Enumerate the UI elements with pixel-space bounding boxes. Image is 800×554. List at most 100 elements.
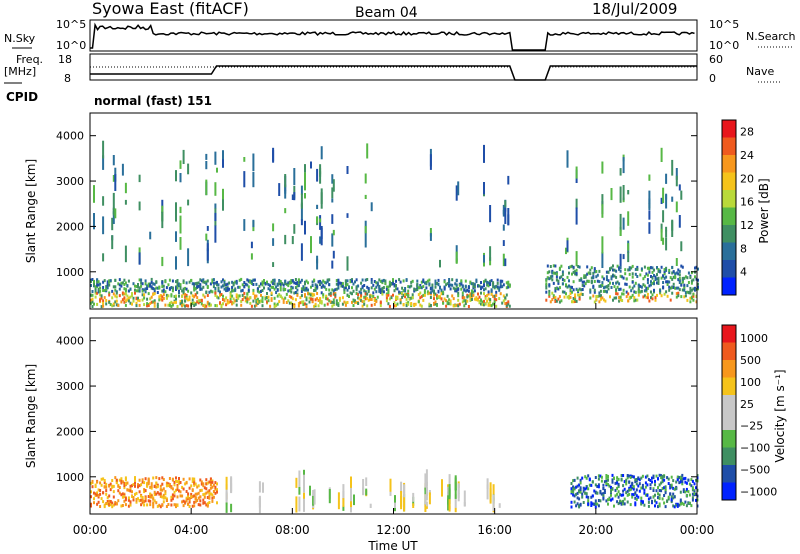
heatmap-cell xyxy=(346,283,349,287)
heatmap-cell xyxy=(196,285,199,289)
heatmap-cell xyxy=(627,190,630,195)
heatmap-cell xyxy=(156,302,159,306)
heatmap-cell xyxy=(190,291,193,295)
heatmap-cell xyxy=(554,264,557,268)
heatmap-cell xyxy=(353,494,355,506)
heatmap-cell xyxy=(225,491,228,500)
heatmap-cell xyxy=(328,292,331,296)
heatmap-cell xyxy=(153,304,156,308)
heatmap-cell xyxy=(364,295,367,299)
heatmap-cell xyxy=(193,483,196,487)
heatmap-cell xyxy=(105,489,108,493)
heatmap-cell xyxy=(495,290,498,294)
heatmap-cell xyxy=(646,286,649,290)
heatmap-cell xyxy=(466,288,469,292)
heatmap-cell xyxy=(161,289,164,293)
heatmap-cell xyxy=(633,296,636,300)
heatmap-cell xyxy=(153,490,156,494)
heatmap-cell xyxy=(413,304,416,307)
heatmap-cell xyxy=(171,279,174,283)
heatmap-cell xyxy=(631,481,634,485)
heatmap-cell xyxy=(256,287,259,291)
heatmap-cell xyxy=(103,279,106,283)
heatmap-cell xyxy=(272,147,275,162)
heatmap-cell xyxy=(114,288,117,292)
heatmap-cell xyxy=(316,204,319,209)
heatmap-cell xyxy=(667,497,670,501)
heatmap-cell xyxy=(365,488,368,496)
heatmap-cell xyxy=(226,288,229,292)
heatmap-cell xyxy=(570,482,573,485)
heatmap-cell xyxy=(382,290,385,294)
heatmap-cell xyxy=(143,503,146,507)
heatmap-cell xyxy=(208,302,211,306)
heatmap-cell xyxy=(399,280,402,284)
heatmap-cell xyxy=(697,282,699,286)
heatmap-cell xyxy=(331,233,334,247)
heatmap-cell xyxy=(114,174,117,191)
heatmap-cell xyxy=(487,303,490,307)
heatmap-cell xyxy=(616,476,619,480)
heatmap-cell xyxy=(200,287,203,291)
heatmap-cell xyxy=(612,268,614,272)
heatmap-cell xyxy=(663,494,666,497)
heatmap-cell xyxy=(170,304,173,308)
heatmap-cell xyxy=(472,284,475,288)
heatmap-cell xyxy=(182,149,185,164)
heatmap-cell xyxy=(135,285,138,288)
heatmap-cell xyxy=(560,264,563,268)
heatmap-cell xyxy=(114,278,117,282)
heatmap-cell xyxy=(572,288,575,292)
heatmap-cell xyxy=(651,281,654,285)
heatmap-cell xyxy=(647,478,650,481)
heatmap-cell xyxy=(250,241,253,249)
heatmap-cell xyxy=(612,264,614,268)
heatmap-cell xyxy=(244,296,247,300)
heatmap-cell xyxy=(455,287,458,291)
heatmap-cell xyxy=(181,299,184,303)
heatmap-cell xyxy=(598,284,601,288)
heatmap-cell xyxy=(323,303,326,307)
heatmap-cell xyxy=(282,287,285,291)
heatmap-cell xyxy=(689,286,692,290)
heatmap-cell xyxy=(197,299,200,303)
heatmap-cell xyxy=(573,478,576,482)
heatmap-cell xyxy=(664,485,667,489)
heatmap-cell xyxy=(451,283,454,287)
heatmap-cell xyxy=(94,291,97,295)
heatmap-cell xyxy=(691,479,694,483)
heatmap-cell xyxy=(214,487,217,491)
heatmap-cell xyxy=(502,224,505,231)
heatmap-cell xyxy=(288,281,291,285)
colorbar-tick-label: 16 xyxy=(740,196,754,209)
heatmap-cell xyxy=(114,300,117,304)
heatmap-cell xyxy=(692,287,695,291)
heatmap-cell xyxy=(229,295,232,299)
heatmap-cell xyxy=(592,284,595,288)
heatmap-cell xyxy=(387,285,390,289)
heatmap-cell xyxy=(332,302,335,306)
heatmap-cell xyxy=(181,485,184,489)
heatmap-cell xyxy=(273,287,276,291)
heatmap-cell xyxy=(181,304,184,307)
heatmap-cell xyxy=(144,477,147,481)
heatmap-cell xyxy=(400,481,403,494)
heatmap-cell xyxy=(437,290,440,294)
heatmap-cell xyxy=(252,219,255,228)
heatmap-cell xyxy=(366,304,369,308)
heatmap-cell xyxy=(619,168,622,176)
heatmap-cell xyxy=(611,473,614,477)
heatmap-cell xyxy=(573,494,576,498)
heatmap-cell xyxy=(270,298,273,302)
heatmap-cell xyxy=(175,503,177,507)
heatmap-cell xyxy=(660,476,663,480)
heatmap-cell xyxy=(581,293,584,296)
heatmap-cell xyxy=(191,294,194,298)
heatmap-cell xyxy=(216,482,218,486)
heatmap-cell xyxy=(609,281,611,285)
heatmap-cell xyxy=(162,293,165,297)
heatmap-cell xyxy=(129,295,132,299)
heatmap-cell xyxy=(592,294,595,298)
heatmap-cell xyxy=(309,485,311,496)
heatmap-cell xyxy=(299,280,302,284)
